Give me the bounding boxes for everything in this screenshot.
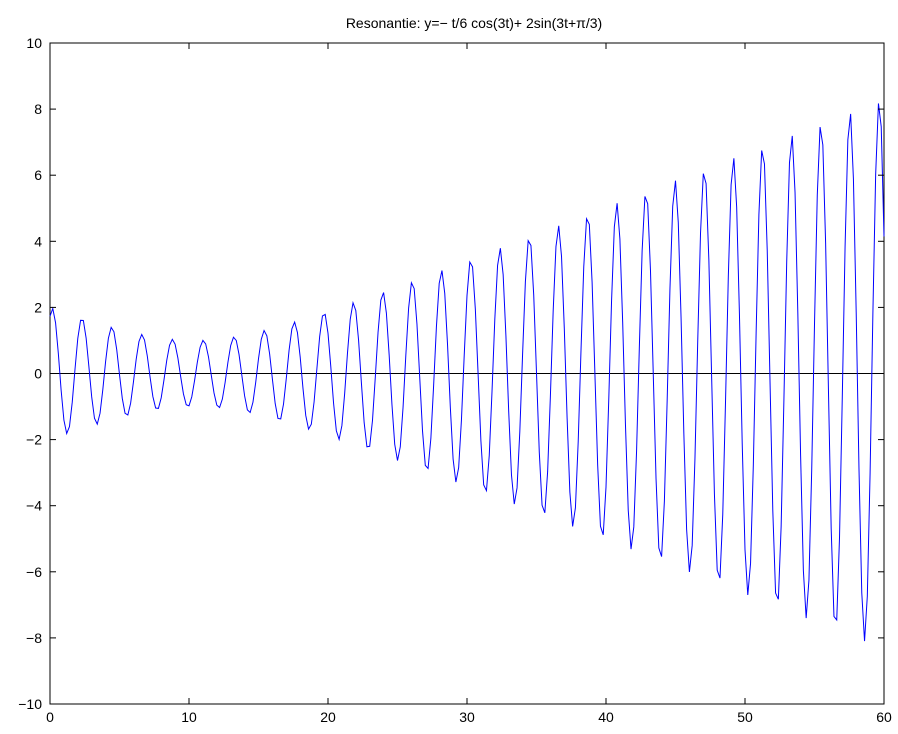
y-tick-label: 10: [26, 35, 42, 51]
y-tick-label: −8: [26, 630, 42, 646]
y-tick-label: 8: [34, 101, 42, 117]
y-tick-label: −2: [26, 432, 42, 448]
chart-title: Resonantie: y=− t/6 cos(3t)+ 2sin(3t+π/3…: [346, 15, 602, 31]
x-tick-label: 40: [598, 709, 614, 725]
x-tick-label: 60: [876, 709, 892, 725]
y-tick-label: 4: [34, 233, 42, 249]
y-tick-label: −10: [18, 696, 42, 712]
x-tick-label: 0: [46, 709, 54, 725]
y-tick-label: −4: [26, 498, 42, 514]
y-tick-label: −6: [26, 564, 42, 580]
y-tick-label: 0: [34, 366, 42, 382]
x-tick-label: 30: [459, 709, 475, 725]
x-tick-label: 20: [320, 709, 336, 725]
y-tick-label: 6: [34, 167, 42, 183]
x-tick-label: 50: [737, 709, 753, 725]
x-tick-label: 10: [181, 709, 197, 725]
y-tick-label: 2: [34, 299, 42, 315]
